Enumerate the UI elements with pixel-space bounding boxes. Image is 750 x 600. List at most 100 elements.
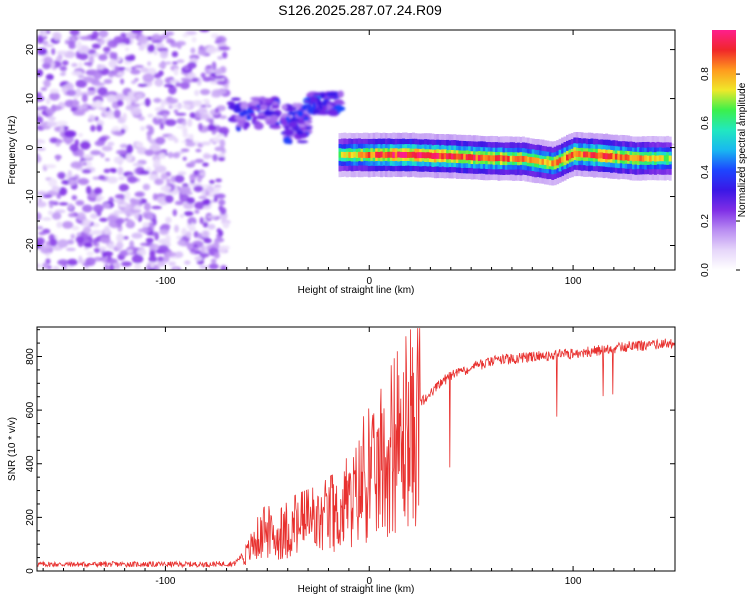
noise-blob bbox=[130, 66, 136, 70]
noise-blob bbox=[194, 209, 200, 214]
ridge-cell bbox=[487, 155, 491, 162]
noise-blob bbox=[108, 72, 115, 77]
noise-blob bbox=[177, 171, 187, 176]
noise-blob bbox=[96, 124, 103, 132]
ridge-cell bbox=[646, 155, 650, 162]
noise-blob bbox=[206, 46, 217, 54]
cluster-blob bbox=[299, 124, 306, 128]
noise-blob bbox=[157, 256, 165, 263]
noise-blob bbox=[153, 98, 162, 103]
noise-blob bbox=[78, 148, 85, 158]
noise-blob bbox=[66, 89, 77, 97]
noise-blob bbox=[122, 37, 131, 42]
ridge-cell bbox=[446, 153, 450, 160]
noise-blob bbox=[37, 69, 44, 77]
ridge-cell bbox=[504, 155, 508, 162]
noise-blob bbox=[166, 178, 171, 185]
noise-blob bbox=[210, 258, 217, 264]
cluster-blob bbox=[326, 92, 339, 97]
noise-blob bbox=[58, 202, 69, 206]
snr-y-axis-label: SNR (10 * v/v) bbox=[7, 417, 18, 481]
ridge-core bbox=[338, 132, 672, 186]
noise-blob bbox=[129, 209, 142, 213]
noise-blob bbox=[194, 201, 206, 210]
noise-blob bbox=[106, 94, 116, 103]
noise-blob bbox=[151, 40, 163, 44]
noise-blob bbox=[142, 183, 151, 191]
noise-blob bbox=[41, 40, 49, 45]
snr-x-tick-label: -100 bbox=[155, 576, 175, 587]
noise-blob bbox=[90, 150, 102, 156]
ridge-cell bbox=[492, 155, 496, 162]
ridge-cell bbox=[429, 152, 432, 159]
noise-blob bbox=[121, 261, 132, 267]
noise-blob bbox=[134, 64, 144, 69]
ridge-cell bbox=[473, 154, 476, 161]
noise-blob bbox=[152, 218, 157, 226]
noise-blob bbox=[202, 98, 209, 104]
noise-blob bbox=[85, 257, 96, 266]
noise-blob bbox=[40, 245, 51, 249]
noise-blob bbox=[135, 141, 144, 148]
noise-blob bbox=[172, 104, 183, 108]
noise-blob bbox=[138, 45, 145, 51]
noise-blob bbox=[82, 226, 92, 234]
noise-blob bbox=[155, 136, 166, 145]
noise-blob bbox=[159, 201, 166, 206]
ridge-cell bbox=[411, 151, 415, 158]
ridge-cell bbox=[353, 151, 357, 158]
ridge-cell bbox=[424, 152, 428, 159]
snr-y-tick-label: 0 bbox=[25, 568, 36, 574]
noise-blob bbox=[131, 232, 143, 239]
noise-blob bbox=[45, 108, 55, 116]
noise-blob bbox=[182, 133, 189, 138]
noise-blob bbox=[80, 140, 91, 150]
spectrogram-y-tick-label: 10 bbox=[25, 93, 36, 105]
noise-blob bbox=[218, 126, 230, 135]
spectrogram-x-tick-label: -100 bbox=[155, 276, 175, 287]
ridge-cell bbox=[512, 155, 516, 162]
ridge-cell bbox=[610, 153, 613, 160]
noise-blob bbox=[86, 185, 92, 195]
noise-blob bbox=[122, 112, 127, 122]
noise-blob bbox=[95, 197, 102, 202]
cluster-blob bbox=[265, 98, 272, 103]
noise-blob bbox=[199, 114, 210, 120]
noise-blob bbox=[49, 88, 60, 94]
cluster-blob bbox=[253, 120, 260, 124]
cluster-blob bbox=[245, 114, 252, 121]
noise-blob bbox=[212, 136, 221, 143]
noise-blob bbox=[117, 166, 124, 176]
noise-blob bbox=[190, 222, 195, 230]
noise-blob bbox=[68, 179, 76, 186]
cluster-blob bbox=[301, 104, 309, 111]
spectrogram-y-tick-label: -20 bbox=[25, 238, 36, 253]
noise-blob bbox=[71, 63, 78, 67]
noise-blob bbox=[222, 51, 228, 59]
noise-blob bbox=[144, 149, 154, 156]
cluster-blob bbox=[271, 105, 280, 109]
noise-blob bbox=[37, 138, 43, 144]
noise-blob bbox=[185, 141, 196, 147]
colorbar-tick-label: 0.8 bbox=[700, 67, 711, 81]
ridge-cell bbox=[654, 155, 657, 162]
noise-blob bbox=[149, 267, 156, 270]
noise-blob bbox=[42, 217, 52, 221]
noise-blob bbox=[165, 251, 177, 257]
noise-blob bbox=[135, 93, 144, 99]
noise-blob bbox=[103, 51, 110, 55]
noise-blob bbox=[174, 174, 185, 183]
noise-blob bbox=[174, 251, 184, 258]
noise-blob bbox=[218, 156, 226, 162]
snr-axes: -100 0 100 0 200 400 600 800 bbox=[25, 327, 676, 587]
noise-blob bbox=[126, 144, 134, 154]
ridge-cell bbox=[627, 155, 631, 161]
noise-blob bbox=[97, 65, 105, 70]
ridge-cell bbox=[551, 160, 555, 167]
noise-blob bbox=[203, 198, 211, 206]
ridge-cell bbox=[580, 151, 584, 158]
noise-blob bbox=[146, 132, 152, 142]
noise-blob bbox=[38, 231, 47, 236]
noise-blob bbox=[117, 99, 124, 107]
noise-blob bbox=[69, 143, 79, 152]
